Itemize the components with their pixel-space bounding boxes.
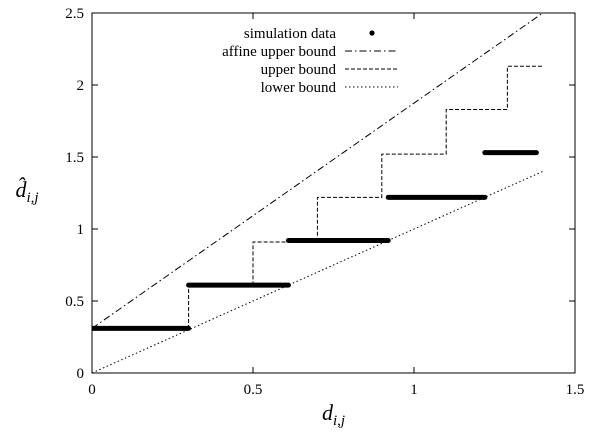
- series-group: [92, 13, 544, 373]
- legend: simulation data affine upper bound upper b…: [222, 26, 398, 96]
- plot-area: [91, 12, 576, 374]
- legend-label: lower bound: [261, 80, 337, 96]
- upper-bound-line: [92, 65, 543, 329]
- y-tick-label: 2: [77, 78, 85, 94]
- legend-marker: [369, 30, 375, 36]
- legend-label: simulation data: [244, 26, 336, 42]
- plot-frame: [91, 12, 576, 374]
- x-tick-label: 1: [410, 382, 418, 398]
- affine-upper-bound-line: [92, 13, 544, 329]
- y-tick-label: 1.5: [65, 150, 84, 166]
- axis-ticks: 0 0.5 1 1.5 0 0.5 1 1.5 2 2.5: [65, 6, 584, 398]
- x-axis-label: di,j: [322, 400, 345, 429]
- y-axis-label: d̂i,j: [15, 177, 38, 206]
- y-tick-label: 0.5: [65, 294, 84, 310]
- y-axis-label-subscript: i,j: [26, 190, 38, 206]
- legend-label: affine upper bound: [222, 44, 336, 60]
- x-tick-label: 1.5: [566, 382, 585, 398]
- lower-bound-line: [92, 170, 544, 373]
- y-tick-label: 2.5: [65, 6, 84, 22]
- x-tick-label: 0.5: [244, 382, 263, 398]
- y-tick-label: 0: [77, 366, 85, 382]
- x-tick-label: 0: [88, 382, 96, 398]
- x-axis-label-subscript: i,j: [333, 413, 345, 429]
- y-tick-label: 1: [77, 222, 85, 238]
- legend-label: upper bound: [261, 62, 337, 78]
